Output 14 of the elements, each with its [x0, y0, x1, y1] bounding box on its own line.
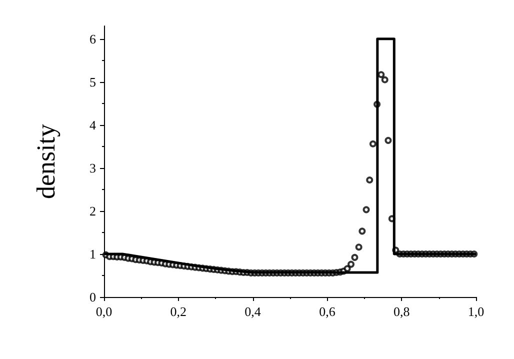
y-tick-label: 6 — [90, 31, 96, 46]
x-tick-label: 0,0 — [96, 304, 112, 319]
y-tick-label: 5 — [90, 74, 96, 90]
x-tick-label: 0,8 — [393, 304, 410, 319]
y-tick-label: 2 — [90, 203, 96, 218]
x-tick-label: 0,4 — [244, 304, 262, 319]
x-tick-label: 0,6 — [319, 304, 336, 319]
y-tick-label: 3 — [90, 160, 96, 176]
y-tick-label: 0 — [90, 290, 96, 304]
x-tick-label: 0,2 — [170, 304, 187, 319]
y-tick-label: 1 — [90, 246, 96, 262]
y-tick-label: 4 — [90, 117, 96, 132]
x-tick-label: 1,0 — [468, 304, 484, 319]
y-axis-title: density — [32, 124, 60, 200]
